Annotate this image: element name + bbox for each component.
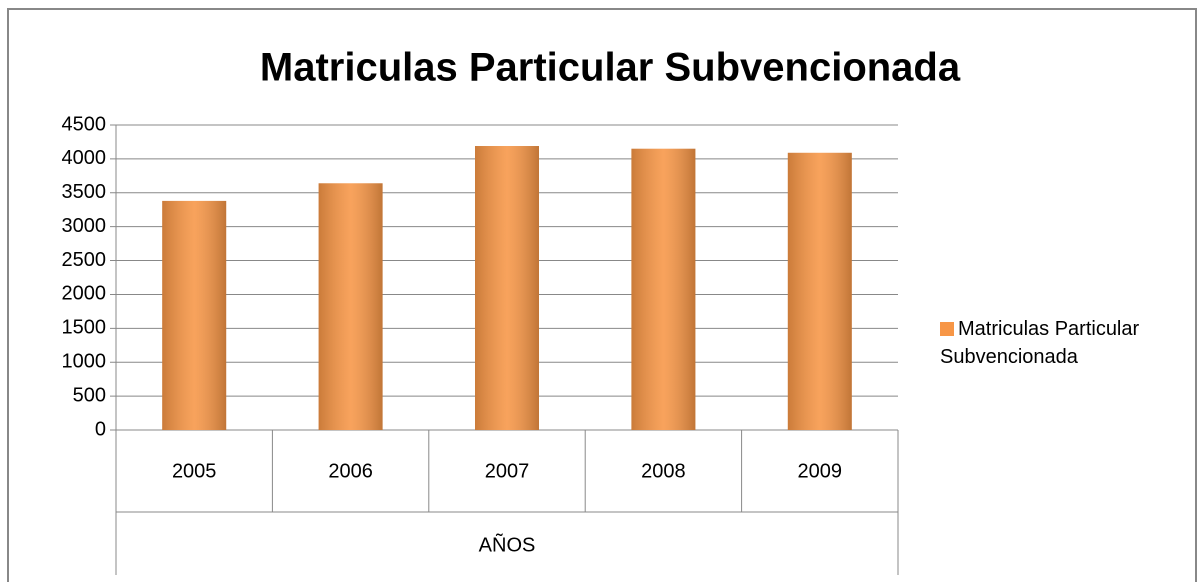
legend-key <box>940 322 954 336</box>
y-tick-label: 3500 <box>62 181 107 203</box>
y-tick-label: 3000 <box>62 215 107 237</box>
x-axis-label: AÑOS <box>479 532 536 556</box>
y-tick-label: 1000 <box>62 351 107 373</box>
legend-item: Matriculas Particular Subvencionada <box>940 315 1190 371</box>
chart-title: Matriculas Particular Subvencionada <box>260 46 961 90</box>
x-tick-label: 2009 <box>798 460 843 482</box>
x-tick-label: 2007 <box>485 460 530 482</box>
chart-border <box>7 8 1197 582</box>
y-tick-label: 1500 <box>62 317 107 339</box>
bar-shading <box>631 148 696 430</box>
bar-shading <box>475 146 539 430</box>
y-tick-label: 2000 <box>62 283 107 305</box>
x-tick-label: 2008 <box>641 460 686 482</box>
bar-shading <box>787 152 852 431</box>
y-tick-label: 4500 <box>62 113 107 135</box>
x-tick-label: 2005 <box>172 460 217 482</box>
legend-label: Matriculas Particular Subvencionada <box>940 318 1140 368</box>
y-tick-label: 2500 <box>62 249 107 271</box>
legend: Matriculas Particular Subvencionada <box>940 315 1190 371</box>
y-tick-label: 500 <box>73 384 106 406</box>
bar-shading <box>318 183 383 430</box>
x-tick-label: 2006 <box>328 460 373 482</box>
y-tick-label: 4000 <box>62 147 107 169</box>
y-tick-label: 0 <box>95 418 106 440</box>
bar-shading <box>162 200 227 430</box>
